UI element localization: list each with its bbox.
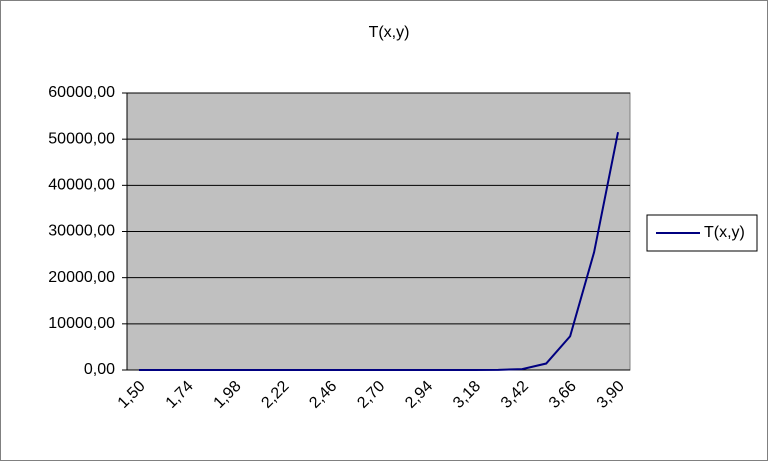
y-tick-label: 60000,00 [48,84,115,101]
y-tick-label: 20000,00 [48,269,115,286]
legend-label: T(x,y) [704,224,745,241]
chart-title: T(x,y) [369,24,410,41]
y-tick-label: 10000,00 [48,315,115,332]
y-tick-label: 40000,00 [48,177,115,194]
data-line [138,132,620,371]
y-tick-label: 30000,00 [48,223,115,240]
y-tick-label: 0,00 [84,361,115,378]
y-tick-label: 50000,00 [48,130,115,147]
